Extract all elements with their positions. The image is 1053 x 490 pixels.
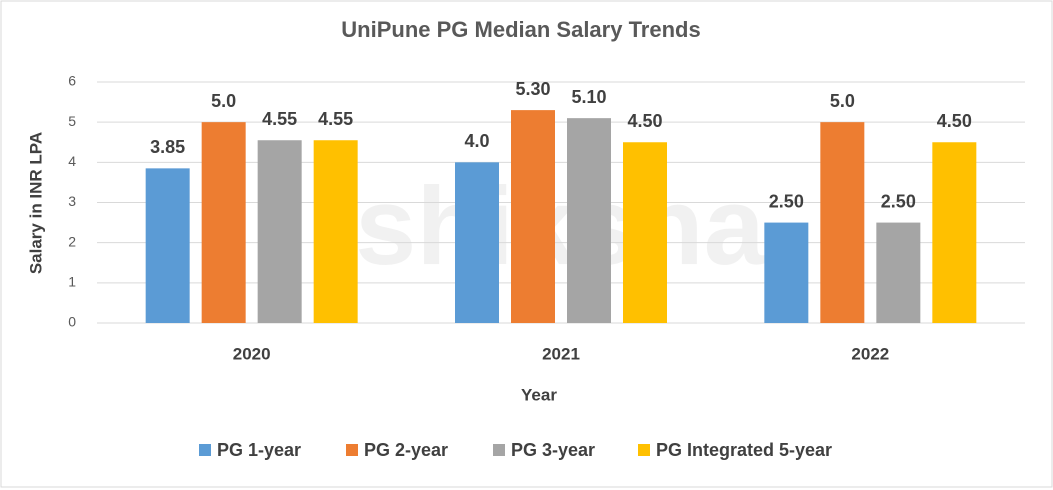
y-tick-label: 1: [68, 274, 76, 290]
chart-title: UniPune PG Median Salary Trends: [341, 17, 700, 42]
data-label: 4.55: [318, 109, 353, 129]
y-tick-label: 6: [68, 73, 76, 89]
legend-swatch: [346, 444, 358, 456]
legend-label: PG 1-year: [217, 440, 301, 460]
y-tick-label: 3: [68, 193, 76, 209]
data-label: 4.50: [627, 111, 662, 131]
legend-swatch: [638, 444, 650, 456]
data-label: 5.10: [571, 87, 606, 107]
x-tick-label: 2022: [851, 344, 889, 363]
data-label: 2.50: [881, 191, 916, 211]
bar: [820, 122, 865, 324]
legend-swatch: [493, 444, 505, 456]
x-tick-label: 2021: [542, 344, 580, 363]
data-label: 5.30: [515, 79, 550, 99]
bar: [511, 110, 555, 323]
data-label: 5.0: [830, 91, 855, 111]
bar: [567, 118, 611, 324]
legend-swatch: [199, 444, 211, 456]
x-axis-label: Year: [521, 385, 557, 404]
y-tick-label: 4: [68, 153, 76, 169]
y-tick-label: 5: [68, 113, 76, 129]
legend-label: PG Integrated 5-year: [656, 440, 832, 460]
data-label: 3.85: [150, 137, 185, 157]
data-label: 4.0: [464, 131, 489, 151]
legend-label: PG 3-year: [511, 440, 595, 460]
watermark: shiksha: [355, 165, 765, 288]
data-label: 2.50: [769, 191, 804, 211]
bar: [145, 168, 190, 323]
bar: [932, 142, 977, 323]
data-label: 5.0: [211, 91, 236, 111]
x-tick-label: 2020: [233, 344, 271, 363]
bar: [623, 142, 667, 323]
y-tick-label: 0: [68, 314, 76, 330]
y-tick-label: 2: [68, 233, 76, 249]
data-label: 4.55: [262, 109, 297, 129]
bar: [201, 122, 246, 324]
data-label: 4.50: [937, 111, 972, 131]
bar: [313, 140, 358, 323]
legend-label: PG 2-year: [364, 440, 448, 460]
bar: [876, 222, 921, 323]
bar: [455, 162, 499, 323]
y-axis-label: Salary in INR LPA: [26, 132, 45, 274]
bar: [764, 222, 809, 323]
bar: [257, 140, 302, 323]
